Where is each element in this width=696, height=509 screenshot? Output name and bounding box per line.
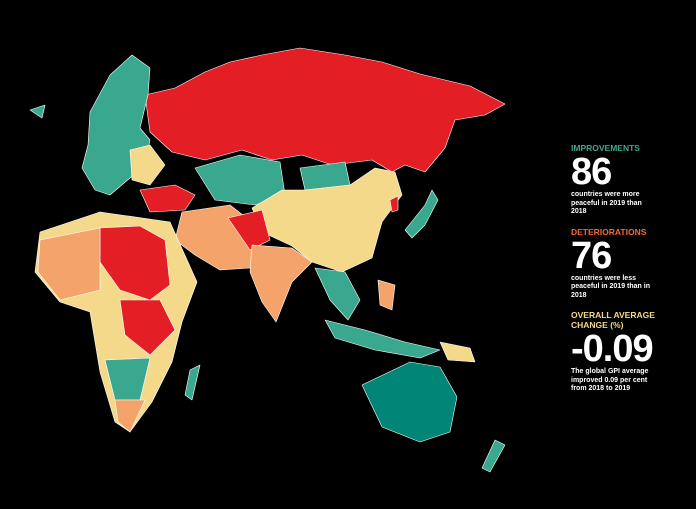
stat: OVERALL AVERAGE CHANGE (%) -0.09 The glo… bbox=[571, 310, 681, 394]
stat-heading: DETERIORATIONS bbox=[571, 226, 647, 237]
region bbox=[481, 439, 506, 473]
region bbox=[114, 399, 146, 433]
stats-panel: IMPROVEMENTS 86 countries were more peac… bbox=[571, 143, 681, 404]
region bbox=[227, 209, 271, 251]
stat-description: countries were less peaceful in 2019 tha… bbox=[571, 274, 650, 299]
stat-number: -0.09 bbox=[571, 328, 654, 370]
region bbox=[129, 144, 166, 186]
stat: DETERIORATIONS 76 countries were less pe… bbox=[571, 227, 681, 301]
stat-number: 76 bbox=[571, 234, 612, 277]
stat-heading: IMPROVEMENTS bbox=[571, 143, 640, 153]
region bbox=[99, 225, 171, 301]
stat: IMPROVEMENTS 86 countries were more peac… bbox=[571, 143, 681, 217]
stat-description: The global GPI average improved 0.09 per… bbox=[571, 368, 649, 392]
region bbox=[119, 299, 176, 356]
region bbox=[314, 267, 361, 321]
region bbox=[361, 361, 458, 443]
region bbox=[377, 279, 396, 311]
region bbox=[439, 341, 476, 363]
region bbox=[184, 364, 201, 401]
region bbox=[144, 47, 506, 173]
region bbox=[249, 244, 313, 323]
stat-number: 86 bbox=[571, 151, 612, 193]
region bbox=[139, 184, 196, 213]
region bbox=[29, 104, 46, 119]
stat-description: countries were more peaceful in 2019 tha… bbox=[571, 191, 642, 215]
stat-heading: OVERALL AVERAGE CHANGE (%) bbox=[571, 310, 655, 330]
region bbox=[404, 189, 439, 239]
region bbox=[37, 227, 101, 301]
region bbox=[324, 319, 441, 359]
region bbox=[389, 195, 399, 213]
